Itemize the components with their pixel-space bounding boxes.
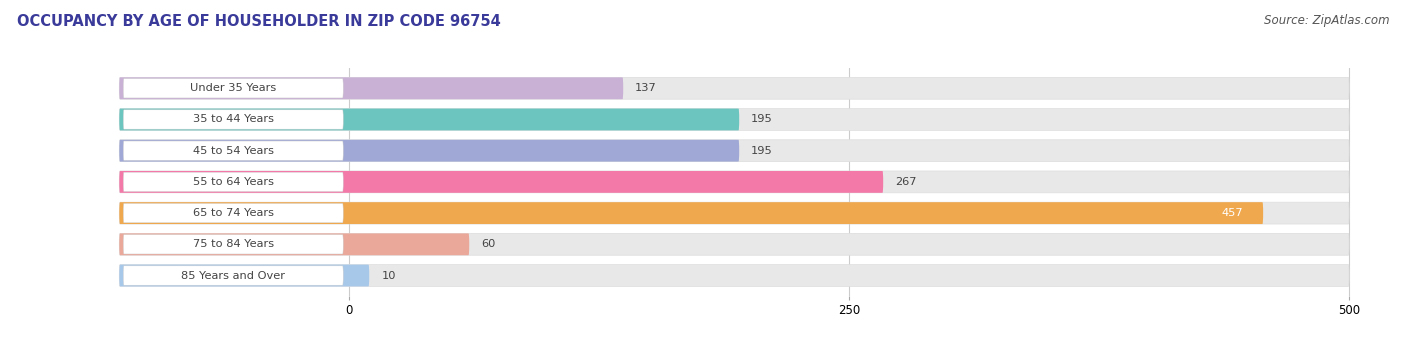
FancyBboxPatch shape xyxy=(120,202,1263,224)
FancyBboxPatch shape xyxy=(120,140,1350,161)
Text: 55 to 64 Years: 55 to 64 Years xyxy=(193,177,274,187)
Text: 45 to 54 Years: 45 to 54 Years xyxy=(193,146,274,156)
FancyBboxPatch shape xyxy=(124,203,343,223)
FancyBboxPatch shape xyxy=(120,108,1350,131)
FancyBboxPatch shape xyxy=(124,235,343,254)
Text: Under 35 Years: Under 35 Years xyxy=(190,83,277,93)
FancyBboxPatch shape xyxy=(124,141,343,160)
Text: 137: 137 xyxy=(636,83,657,93)
FancyBboxPatch shape xyxy=(124,79,343,98)
Text: 75 to 84 Years: 75 to 84 Years xyxy=(193,239,274,249)
Text: 267: 267 xyxy=(896,177,917,187)
FancyBboxPatch shape xyxy=(120,233,1350,255)
Text: 195: 195 xyxy=(751,146,773,156)
FancyBboxPatch shape xyxy=(120,78,623,99)
FancyBboxPatch shape xyxy=(120,265,1350,286)
FancyBboxPatch shape xyxy=(120,140,740,161)
FancyBboxPatch shape xyxy=(120,171,1350,193)
FancyBboxPatch shape xyxy=(120,78,1350,99)
Text: 10: 10 xyxy=(381,271,395,280)
FancyBboxPatch shape xyxy=(120,233,470,255)
FancyBboxPatch shape xyxy=(124,172,343,191)
Text: 195: 195 xyxy=(751,115,773,124)
Text: 65 to 74 Years: 65 to 74 Years xyxy=(193,208,274,218)
FancyBboxPatch shape xyxy=(124,110,343,129)
Text: 35 to 44 Years: 35 to 44 Years xyxy=(193,115,274,124)
FancyBboxPatch shape xyxy=(120,265,370,286)
Text: OCCUPANCY BY AGE OF HOUSEHOLDER IN ZIP CODE 96754: OCCUPANCY BY AGE OF HOUSEHOLDER IN ZIP C… xyxy=(17,14,501,29)
FancyBboxPatch shape xyxy=(120,108,740,131)
Text: 457: 457 xyxy=(1222,208,1243,218)
Text: Source: ZipAtlas.com: Source: ZipAtlas.com xyxy=(1264,14,1389,27)
FancyBboxPatch shape xyxy=(124,266,343,285)
FancyBboxPatch shape xyxy=(120,202,1350,224)
FancyBboxPatch shape xyxy=(120,171,883,193)
Text: 85 Years and Over: 85 Years and Over xyxy=(181,271,285,280)
Text: 60: 60 xyxy=(481,239,496,249)
